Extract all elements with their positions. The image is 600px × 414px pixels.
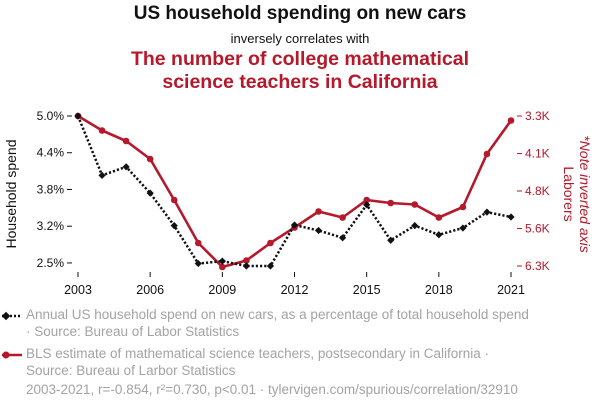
teachers-point [435,214,443,221]
left-tick-label: 4.4% [37,146,65,160]
x-axis-ticks: 2003 2006 2009 2012 2015 2018 2021 [64,272,525,297]
series-car-spend [74,112,515,270]
car-spend-point [146,189,154,197]
car-spend-point [218,257,226,265]
car-spend-point [98,171,106,179]
x-tick-label: 2021 [497,283,525,297]
car-spend-point [194,259,202,268]
teachers-line [77,114,513,269]
x-tick-label: 2006 [136,283,164,297]
legend-source-teachers: Source: Bureau of Larbor Statistics [26,363,236,378]
x-tick-label: 2009 [208,283,236,297]
teachers-point [194,239,202,247]
left-tick-label: 3.8% [37,182,65,196]
left-tick-label: 2.5% [37,256,65,270]
teachers-point [411,201,419,208]
right-tick-label: 4.8K [525,184,550,198]
teachers-point [459,203,467,211]
teachers-point [98,127,106,134]
teachers-point [146,155,154,163]
chart-title-secondary: The number of college mathematical scien… [0,48,600,94]
teachers-point [267,239,274,247]
car-spend-point [507,213,515,221]
left-tick-label: 3.2% [37,219,65,233]
car-spend-point [363,201,371,209]
teachers-point [122,137,130,145]
x-tick-label: 2003 [64,283,92,297]
x-tick-label: 2012 [281,283,309,297]
car-spend-point [411,221,419,230]
car-spend-point [122,163,130,171]
teachers-point [387,199,395,207]
teachers-point [507,117,515,124]
title2-line2: science teachers in California [162,71,438,93]
car-spend-point [74,112,82,120]
right-tick-label: 5.6K [525,222,550,236]
legend-swatch-car-spend [1,311,22,321]
x-tick-label: 2018 [425,283,453,297]
car-spend-point [170,221,178,230]
right-tick-label: 6.3K [525,259,550,273]
teachers-point [483,150,491,158]
chart-title: US household spending on new cars [133,3,467,24]
footer-stats: 2003-2021, r=-0.854, r²=0.730, p<0.01 · … [26,382,518,397]
title2-line1: The number of college mathematical [130,48,470,70]
car-spend-line [76,115,512,268]
car-spend-point [459,224,467,232]
teachers-point [339,214,346,221]
series-teachers [74,112,515,271]
car-spend-point [290,221,299,229]
legend-label-teachers: BLS estimate of mathematical science tea… [26,346,489,361]
right-axis-label: Laborers [561,166,577,221]
right-axis-note: *Note inverted axis [577,135,593,253]
car-spend-point [242,262,250,270]
legend-source-car-spend: · Source: Bureau of Labor Statistics [26,324,240,339]
left-axis-ticks: 5.0% 4.4% 3.8% 3.2% 2.5% [37,109,72,270]
teachers-point [315,208,322,215]
right-tick-label: 3.3K [525,109,550,123]
car-spend-point [339,234,347,242]
car-spend-point [266,262,275,270]
car-spend-point [314,226,323,235]
teachers-point [363,196,370,204]
teachers-point [170,196,178,204]
chart-subtitle: inversely correlates with [230,31,370,46]
right-axis-ticks: 3.3K 4.1K 4.8K 5.6K 6.3K [517,109,550,273]
right-tick-label: 4.1K [525,147,550,161]
left-tick-label: 5.0% [37,109,65,123]
x-tick-label: 2015 [353,283,381,297]
teachers-point [219,263,226,271]
car-spend-point [435,231,443,239]
car-spend-point [483,208,491,216]
left-axis-label: Household spend [3,140,19,249]
legend-label-car-spend: Annual US household spend on new cars, a… [26,307,529,322]
car-spend-point [387,236,395,244]
teachers-point [243,257,250,264]
legend-swatch-teachers [2,351,22,359]
